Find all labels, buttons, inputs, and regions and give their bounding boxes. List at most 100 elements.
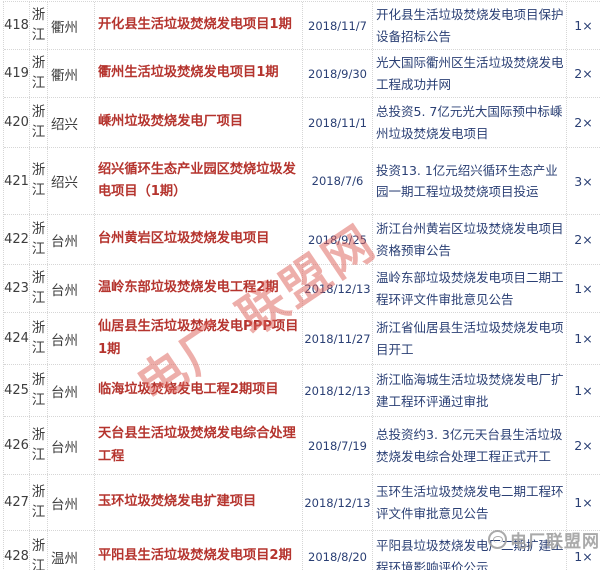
news-text: 玉环生活垃圾焚烧发电二期工程环评文件审批意见公告 [376, 484, 564, 521]
project-name-cell: 台州黄岩区垃圾焚烧发电项目 [95, 215, 303, 264]
row-number-cell: 427 [4, 475, 30, 530]
city-cell: 衢州 [48, 50, 95, 97]
project-name-text: 平阳县生活垃圾焚烧发电项目2期 [98, 548, 292, 564]
news-text: 光大国际衢州区生活垃圾焚烧发电工程成功并网 [376, 55, 564, 92]
province-cell: 浙江 [30, 417, 48, 474]
row-number-cell: 426 [4, 417, 30, 474]
news-cell: 浙江省仙居县生活垃圾焚烧发电项目开工 [373, 313, 567, 364]
date-cell: 2018/12/13 [303, 475, 373, 530]
city-cell: 台州 [48, 313, 95, 364]
row-number-cell: 423 [4, 265, 30, 312]
table-row: 421 浙江 绍兴 绍兴循环生态产业园区焚烧垃圾发电项目（1期） 2018/7/… [4, 148, 600, 215]
news-cell: 浙江台州黄岩区垃圾焚烧发电项目资格预审公告 [373, 215, 567, 264]
city-cell: 温州 [48, 531, 95, 570]
news-text: 投资13. 1亿元绍兴循环生态产业园一期工程垃圾焚烧项目投运 [376, 162, 558, 199]
project-name-text: 仙居县生活垃圾焚烧发电PPP项目1期 [98, 319, 299, 357]
news-text: 温岭东部垃圾焚烧发电项目二期工程环评文件审批意见公告 [376, 270, 564, 307]
project-name-cell: 平阳县生活垃圾焚烧发电项目2期 [95, 531, 303, 570]
province-cell: 浙江 [30, 313, 48, 364]
news-text: 平阳县垃圾焚烧发电厂二期扩建工程环境影响评价公示 [376, 538, 564, 570]
date-cell: 2018/7/19 [303, 417, 373, 474]
news-cell: 玉环生活垃圾焚烧发电二期工程环评文件审批意见公告 [373, 475, 567, 530]
row-number-cell: 419 [4, 50, 30, 97]
projects-table: 418 浙江 衢州 开化县生活垃圾焚烧发电项目1期 2018/11/7 开化县生… [3, 1, 600, 570]
project-name-text: 台州黄岩区垃圾焚烧发电项目 [98, 231, 270, 247]
row-number-cell: 428 [4, 531, 30, 570]
capacity-cell: 1× [574, 383, 593, 398]
province-cell: 浙江 [30, 475, 48, 530]
project-name-cell: 仙居县生活垃圾焚烧发电PPP项目1期 [95, 313, 303, 364]
city-cell: 衢州 [48, 2, 95, 49]
project-name-text: 玉环垃圾焚烧发电扩建项目 [98, 494, 257, 510]
table-row: 422 浙江 台州 台州黄岩区垃圾焚烧发电项目 2018/9/25 浙江台州黄岩… [4, 215, 600, 265]
capacity-cell: 2× [574, 438, 593, 453]
city-cell: 绍兴 [48, 148, 95, 214]
row-number-cell: 422 [4, 215, 30, 264]
table-row: 420 浙江 绍兴 嵊州垃圾焚烧发电厂项目 2018/11/1 总投资5. 7亿… [4, 98, 600, 148]
date-cell: 2018/9/25 [303, 215, 373, 264]
capacity-cell: 2× [574, 232, 593, 247]
capacity-cell: 2× [574, 115, 593, 130]
province-cell: 浙江 [30, 365, 48, 416]
city-cell: 台州 [48, 475, 95, 530]
table-row: 428 浙江 温州 平阳县生活垃圾焚烧发电项目2期 2018/8/20 平阳县垃… [4, 531, 600, 570]
news-cell: 光大国际衢州区生活垃圾焚烧发电工程成功并网 [373, 50, 567, 97]
project-name-cell: 温岭东部垃圾焚烧发电工程2期 [95, 265, 303, 312]
date-cell: 2018/9/30 [303, 50, 373, 97]
date-cell: 2018/12/13 [303, 365, 373, 416]
project-name-cell: 绍兴循环生态产业园区焚烧垃圾发电项目（1期） [95, 148, 303, 214]
row-number-cell: 421 [4, 148, 30, 214]
project-name-text: 嵊州垃圾焚烧发电厂项目 [98, 114, 244, 130]
date-cell: 2018/7/6 [303, 148, 373, 214]
news-cell: 总投资5. 7亿元光大国际预中标嵊州垃圾焚烧发电项目 [373, 98, 567, 147]
province-cell: 浙江 [30, 98, 48, 147]
row-number-cell: 425 [4, 365, 30, 416]
table-row: 426 浙江 台州 天台县生活垃圾焚烧发电综合处理工程 2018/7/19 总投… [4, 417, 600, 475]
province-cell: 浙江 [30, 50, 48, 97]
news-text: 浙江台州黄岩区垃圾焚烧发电项目资格预审公告 [376, 221, 564, 258]
table-row: 425 浙江 台州 临海垃圾焚烧发电工程2期项目 2018/12/13 浙江临海… [4, 365, 600, 417]
project-name-cell: 临海垃圾焚烧发电工程2期项目 [95, 365, 303, 416]
capacity-cell: 3× [574, 173, 593, 189]
table-row: 419 浙江 衢州 衢州生活垃圾焚烧发电项目1期 2018/9/30 光大国际衢… [4, 50, 600, 98]
table-row: 418 浙江 衢州 开化县生活垃圾焚烧发电项目1期 2018/11/7 开化县生… [4, 2, 600, 50]
news-text: 总投资5. 7亿元光大国际预中标嵊州垃圾焚烧发电项目 [376, 104, 563, 141]
news-cell: 浙江临海城生活垃圾焚烧发电厂扩建工程环评通过审批 [373, 365, 567, 416]
row-number-cell: 420 [4, 98, 30, 147]
capacity-cell: 1× [574, 331, 593, 346]
project-name-text: 天台县生活垃圾焚烧发电综合处理工程 [98, 426, 296, 464]
project-name-cell: 嵊州垃圾焚烧发电厂项目 [95, 98, 303, 147]
table-row: 424 浙江 台州 仙居县生活垃圾焚烧发电PPP项目1期 2018/11/27 … [4, 313, 600, 365]
project-name-text: 临海垃圾焚烧发电工程2期项目 [98, 382, 279, 398]
capacity-cell: 1× [574, 281, 593, 296]
city-cell: 台州 [48, 265, 95, 312]
city-cell: 绍兴 [48, 98, 95, 147]
date-cell: 2018/11/27 [303, 313, 373, 364]
news-cell: 平阳县垃圾焚烧发电厂二期扩建工程环境影响评价公示 [373, 531, 567, 570]
project-name-text: 开化县生活垃圾焚烧发电项目1期 [98, 17, 292, 33]
news-text: 总投资约3. 3亿元天台县生活垃圾焚烧发电综合处理工程正式开工 [376, 427, 563, 464]
province-cell: 浙江 [30, 2, 48, 49]
date-cell: 2018/8/20 [303, 531, 373, 570]
capacity-cell: 2× [574, 66, 593, 81]
project-name-text: 衢州生活垃圾焚烧发电项目1期 [98, 65, 279, 81]
city-cell: 台州 [48, 215, 95, 264]
project-name-cell: 玉环垃圾焚烧发电扩建项目 [95, 475, 303, 530]
project-name-cell: 天台县生活垃圾焚烧发电综合处理工程 [95, 417, 303, 474]
project-name-cell: 开化县生活垃圾焚烧发电项目1期 [95, 2, 303, 49]
date-cell: 2018/11/1 [303, 98, 373, 147]
project-name-text: 绍兴循环生态产业园区焚烧垃圾发电项目（1期） [98, 161, 296, 199]
table-row: 427 浙江 台州 玉环垃圾焚烧发电扩建项目 2018/12/13 玉环生活垃圾… [4, 475, 600, 531]
province-cell: 浙江 [30, 215, 48, 264]
news-cell: 总投资约3. 3亿元天台县生活垃圾焚烧发电综合处理工程正式开工 [373, 417, 567, 474]
row-number-cell: 418 [4, 2, 30, 49]
row-number-cell: 424 [4, 313, 30, 364]
table-row: 423 浙江 台州 温岭东部垃圾焚烧发电工程2期 2018/12/13 温岭东部… [4, 265, 600, 313]
capacity-cell: 1× [574, 549, 593, 564]
province-cell: 浙江 [30, 265, 48, 312]
capacity-cell: 1× [574, 495, 593, 510]
news-cell: 投资13. 1亿元绍兴循环生态产业园一期工程垃圾焚烧项目投运 [373, 148, 567, 214]
news-cell: 开化县生活垃圾焚烧发电项目保护设备招标公告 [373, 2, 567, 49]
capacity-cell: 1× [574, 18, 593, 33]
